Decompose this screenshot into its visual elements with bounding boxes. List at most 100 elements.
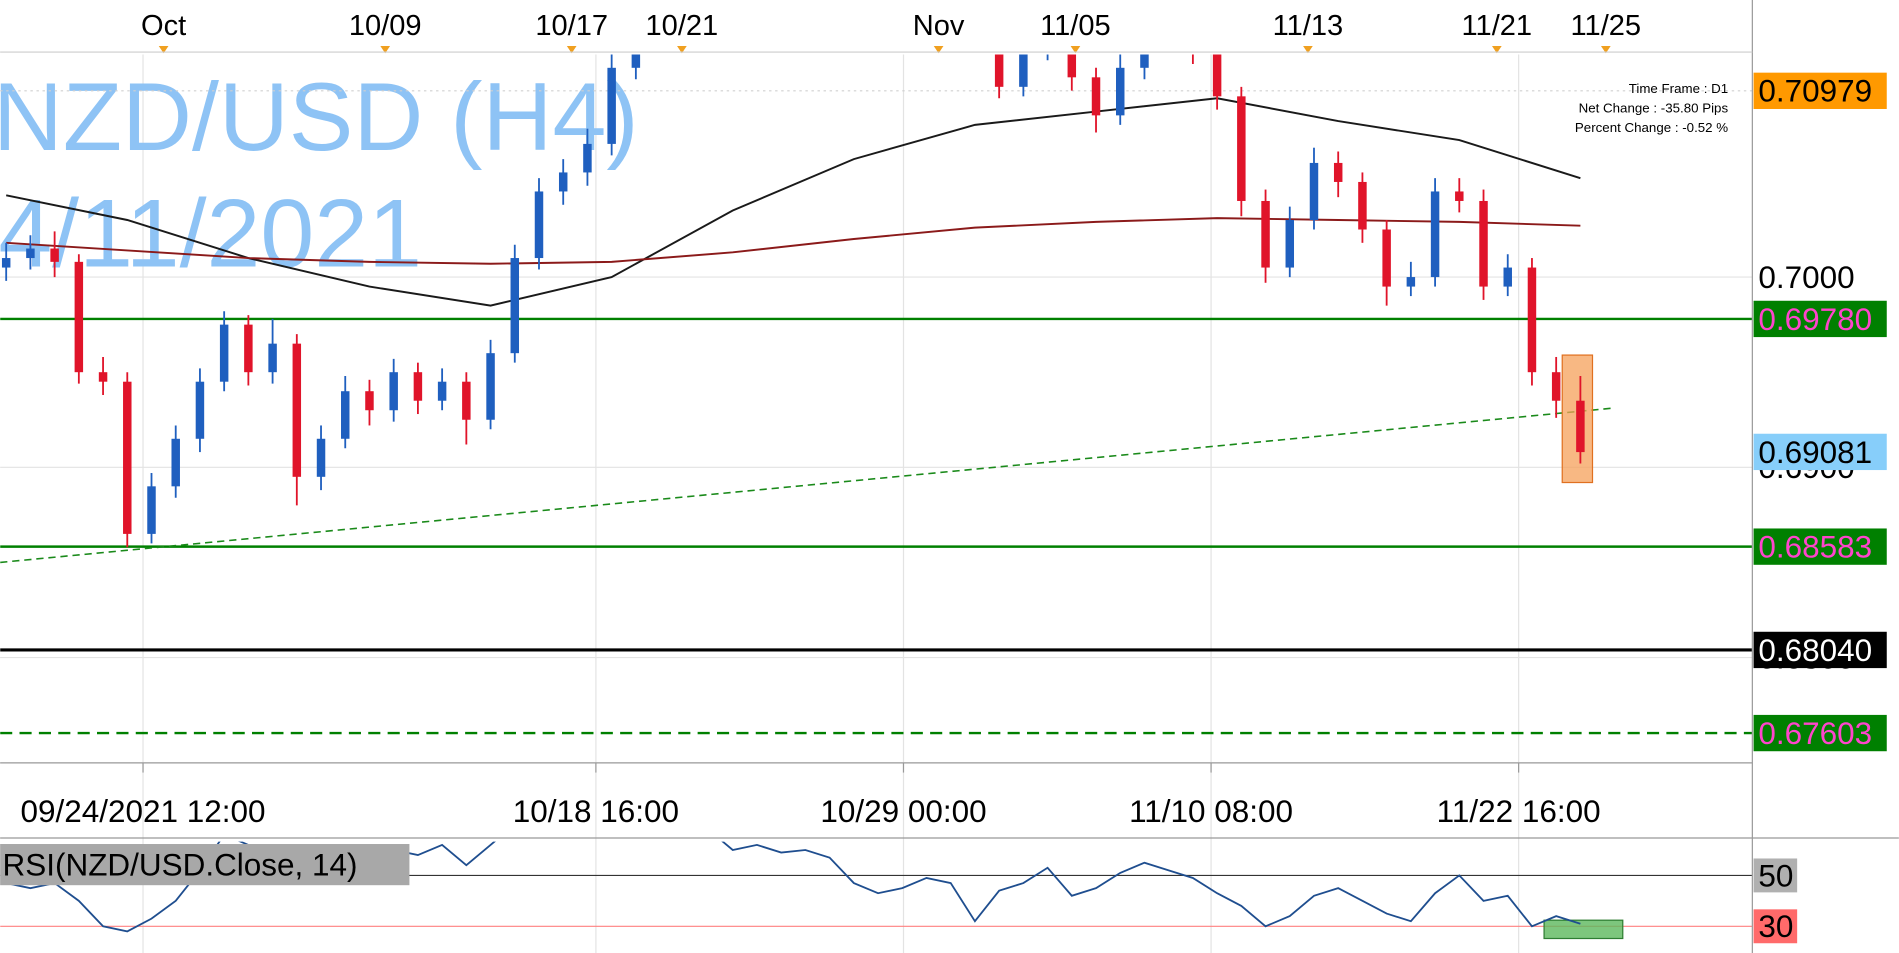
price-tag-label: 0.67603: [1758, 716, 1872, 751]
candle-body: [1382, 229, 1391, 287]
candle-body: [1140, 54, 1149, 68]
candle-body: [486, 353, 495, 420]
candle-body: [268, 343, 277, 373]
candle-body: [1285, 219, 1295, 268]
candle-body: [558, 172, 568, 192]
candle-body: [1091, 77, 1101, 116]
candle-body: [510, 258, 520, 354]
candle-body: [1479, 200, 1488, 287]
x-tick-label: 10/29 00:00: [820, 794, 986, 829]
rsi-tag: [1753, 858, 1798, 893]
candle-body: [341, 391, 350, 439]
x-tick-label: 09/24/2021 12:00: [21, 794, 266, 829]
top-tick-label: 11/13: [1273, 10, 1344, 42]
candle-body: [1116, 67, 1125, 116]
y-tick-label: 0.7000: [1758, 260, 1854, 295]
info-text: Time Frame : D1: [1629, 81, 1728, 96]
price-tag-label: 0.70979: [1758, 74, 1872, 109]
candle-body: [413, 372, 423, 401]
top-tick-label: 10/09: [349, 10, 422, 42]
top-tick-label: 11/25: [1571, 10, 1642, 42]
candle-body: [1333, 162, 1343, 182]
candle-body: [1212, 54, 1222, 97]
candle-body: [1551, 372, 1561, 401]
price-tag-label: 0.69780: [1758, 302, 1872, 337]
candle-body: [437, 381, 447, 401]
price-tag: [1753, 72, 1887, 109]
rsi-tick-label: 50: [1758, 858, 1793, 893]
candle-body: [1237, 96, 1246, 201]
candle-body: [1406, 277, 1416, 287]
candle-body: [607, 67, 616, 144]
rsi-label-bg: [0, 844, 410, 886]
top-tick: [380, 46, 391, 54]
candle-body: [1261, 200, 1270, 268]
plot-area: [0, 54, 1753, 735]
candle-body: [1430, 191, 1440, 278]
price-tag: [1753, 714, 1887, 752]
candle-body: [365, 391, 374, 411]
candle-body: [1, 258, 11, 268]
price-tag: [1753, 528, 1887, 565]
top-tick: [1491, 46, 1502, 54]
top-tick-label: 11/21: [1462, 10, 1533, 42]
candle-body: [147, 486, 156, 534]
top-tick: [1070, 46, 1081, 54]
watermark-title: NZD/USD (H4): [0, 62, 639, 171]
rsi-tick-label: 30: [1758, 909, 1793, 944]
candle-body: [244, 324, 253, 373]
x-tick-label: 11/10 08:00: [1129, 794, 1293, 829]
moving-average: [5, 97, 1581, 307]
candle-body: [1503, 267, 1512, 287]
price-tag: [1753, 631, 1887, 669]
top-tick: [566, 46, 577, 54]
candle-body: [389, 372, 398, 411]
x-tick-label: 11/22 16:00: [1437, 794, 1601, 829]
candle-body: [583, 143, 592, 173]
rsi-label: RSI(NZD/USD.Close, 14): [3, 848, 358, 883]
candle-body: [994, 54, 1004, 87]
candle-body: [462, 381, 471, 420]
info-text: Net Change : -35.80 Pips: [1579, 101, 1729, 116]
candle-body: [123, 381, 132, 534]
info-text: Percent Change : -0.52 %: [1575, 120, 1728, 135]
candle-body: [631, 54, 641, 68]
top-tick-label: 10/17: [535, 10, 608, 42]
rsi-highlight-box: [1543, 919, 1624, 940]
candle-body: [316, 438, 326, 477]
candle-body: [219, 324, 229, 382]
candle-body: [98, 372, 108, 382]
top-tick: [1600, 46, 1611, 54]
candle-body: [1358, 181, 1367, 230]
candle-body: [292, 343, 302, 477]
candle-body: [50, 248, 59, 262]
price-tag-label: 0.69081: [1758, 435, 1872, 470]
grid: [0, 54, 1753, 953]
candle-body: [1576, 400, 1585, 453]
top-tick-label: Nov: [913, 10, 965, 42]
top-tick: [1303, 46, 1313, 54]
rsi-tag: [1753, 909, 1798, 944]
top-tick-label: 10/21: [646, 10, 719, 42]
price-tag-label: 0.68040: [1758, 633, 1872, 668]
candle-body: [1309, 162, 1319, 220]
candle-body: [74, 261, 84, 373]
candle-body: [26, 248, 35, 259]
candle-body: [1067, 54, 1077, 78]
price-tag: [1753, 433, 1887, 471]
candle-body: [1527, 267, 1537, 373]
top-tick-label: 11/05: [1040, 10, 1111, 42]
x-tick-label: 10/18 16:00: [513, 794, 679, 829]
trendline: [0, 407, 1611, 564]
top-tick: [933, 46, 944, 54]
candle-body: [171, 438, 180, 487]
top-tick: [158, 46, 169, 54]
candle-body: [534, 191, 544, 259]
top-tick-label: Oct: [141, 10, 186, 42]
price-tag-label: 0.68583: [1758, 530, 1872, 565]
candle-body: [1455, 191, 1464, 201]
candle-body: [195, 381, 205, 439]
candle-body: [1019, 54, 1028, 87]
